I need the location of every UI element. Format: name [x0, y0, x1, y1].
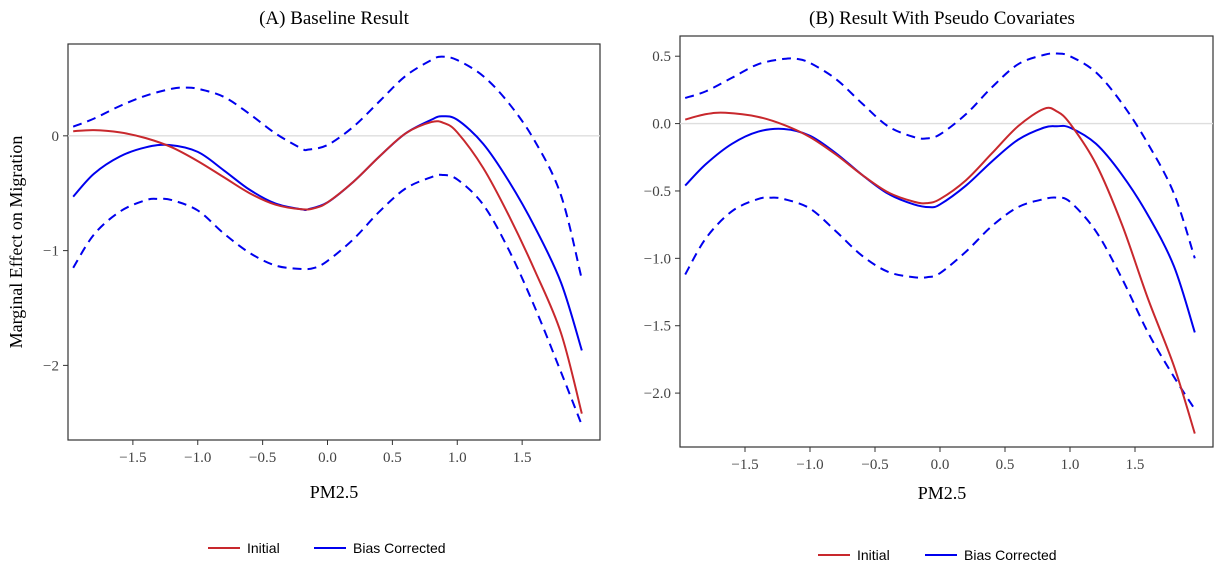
lower-band-line	[72, 173, 583, 426]
x-tick-label: −1.5	[731, 457, 758, 473]
chart-title-a: (A) Baseline Result	[259, 8, 410, 29]
plot-area-a: −1.5 −1.0 −0.5 0.0 0.5 1.0 1.5 0 −1 −2	[43, 55, 600, 466]
x-tick-label: −0.5	[861, 457, 888, 473]
bias-corrected-line	[684, 124, 1196, 333]
x-tick-label: 1.0	[1061, 457, 1080, 473]
x-tick-label: −1.0	[184, 450, 211, 466]
x-tick-label: −0.5	[249, 450, 276, 466]
x-tick-label: 0.0	[931, 457, 950, 473]
plot-panel-border-a	[67, 43, 601, 441]
x-tick-label: 1.0	[448, 450, 467, 466]
lower-band-line	[684, 196, 1196, 410]
upper-band-line	[684, 52, 1196, 259]
y-tick-label: −2	[43, 358, 59, 374]
chart-title-b: (B) Result With Pseudo Covariates	[809, 8, 1075, 29]
initial-line	[684, 106, 1196, 434]
legend-label-initial-a: Initial	[247, 540, 280, 556]
legend-a: Initial Bias Corrected	[208, 540, 446, 556]
plot-panel-border-b	[679, 35, 1214, 448]
y-axis-title-a: Marginal Effect on Migration	[6, 136, 26, 349]
legend-label-bias-corrected-a: Bias Corrected	[353, 540, 446, 556]
x-tick-label: 0.5	[996, 457, 1015, 473]
x-tick-label: 0.5	[383, 450, 402, 466]
y-tick-label: −0.5	[644, 184, 671, 200]
y-tick-label: −1.5	[644, 319, 671, 335]
x-tick-label: −1.0	[796, 457, 823, 473]
legend-b: Initial Bias Corrected	[818, 547, 1057, 563]
panel-a: (A) Baseline Result −1.5 −1.0 −0.5 0.0 0.5 1.…	[6, 8, 601, 556]
upper-band-line	[72, 55, 583, 280]
bias-corrected-line	[72, 115, 583, 351]
x-tick-label: 1.5	[1126, 457, 1145, 473]
legend-label-bias-corrected-b: Bias Corrected	[964, 547, 1057, 563]
plot-area-b: −1.5 −1.0 −0.5 0.0 0.5 1.0 1.5 0.5 0.0 −0.5 −1.0 −1…	[644, 49, 1213, 473]
y-tick-label: −2.0	[644, 386, 671, 402]
y-tick-label: 0.5	[652, 49, 671, 65]
x-tick-label: 0.0	[318, 450, 337, 466]
x-tick-label: 1.5	[513, 450, 532, 466]
x-axis-title-b: PM2.5	[918, 483, 967, 503]
x-axis-title-a: PM2.5	[310, 482, 359, 502]
y-tick-label: −1	[43, 244, 59, 260]
panel-b: (B) Result With Pseudo Covariates −1.5 −1…	[644, 8, 1214, 563]
x-tick-label: −1.5	[119, 450, 146, 466]
legend-label-initial-b: Initial	[857, 547, 890, 563]
initial-line	[73, 120, 583, 414]
y-tick-label: −1.0	[644, 251, 671, 267]
y-tick-label: 0.0	[652, 117, 671, 133]
y-tick-label: 0	[52, 129, 60, 145]
